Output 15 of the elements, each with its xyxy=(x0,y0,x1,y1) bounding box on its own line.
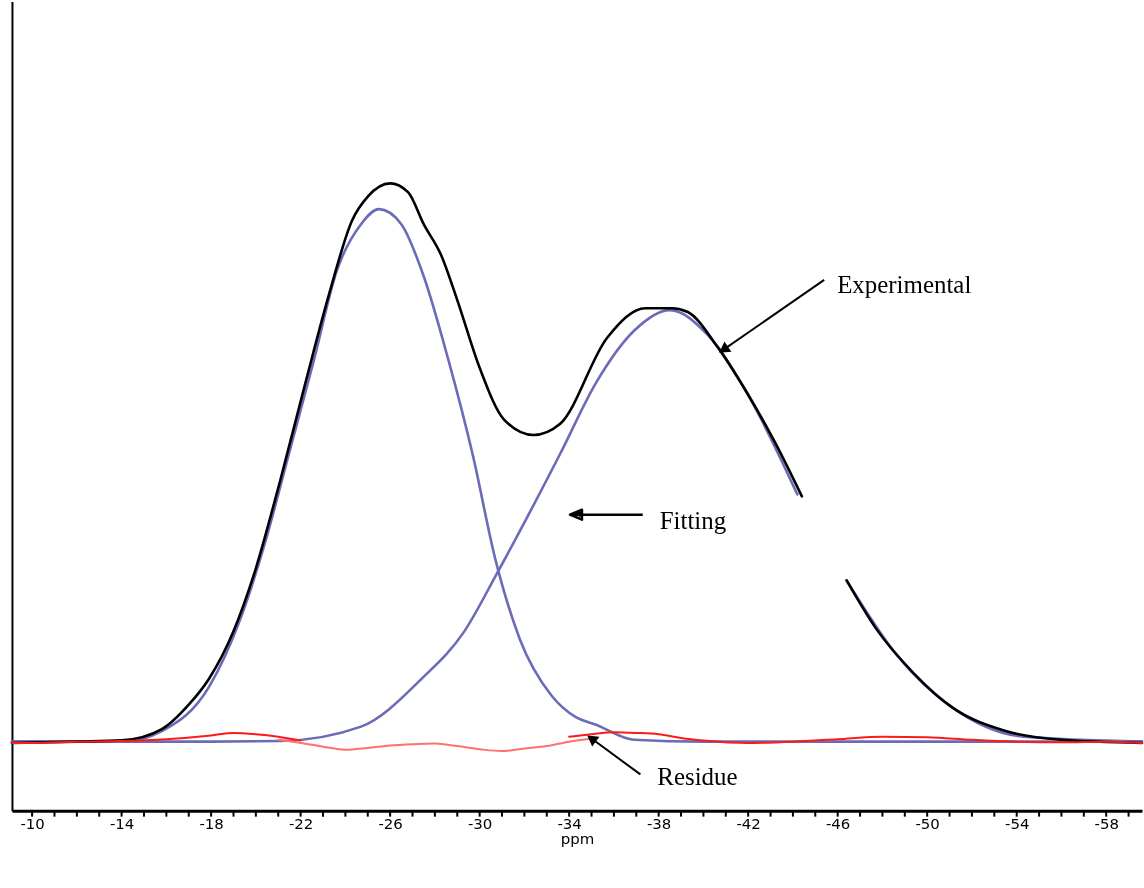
x-tick-label: -26 xyxy=(378,815,403,834)
annotation: Fitting xyxy=(659,506,727,534)
x-tick-label: -54 xyxy=(1004,815,1030,834)
x-tick-label: -42 xyxy=(736,815,761,834)
x-tick-label: -14 xyxy=(109,815,135,834)
x-tick-label: -50 xyxy=(915,815,940,834)
x-tick-label: -30 xyxy=(467,815,493,834)
x-tick-label: -58 xyxy=(1094,815,1119,834)
x-tick-label: -22 xyxy=(288,815,314,834)
annotation: Residue xyxy=(657,763,738,791)
x-tick-label: -46 xyxy=(825,815,851,834)
x-tick-label: -38 xyxy=(646,815,672,834)
x-tick-label: -18 xyxy=(199,815,224,834)
x-tick-label: -10 xyxy=(20,815,45,834)
annotation: Experimental xyxy=(837,270,972,298)
